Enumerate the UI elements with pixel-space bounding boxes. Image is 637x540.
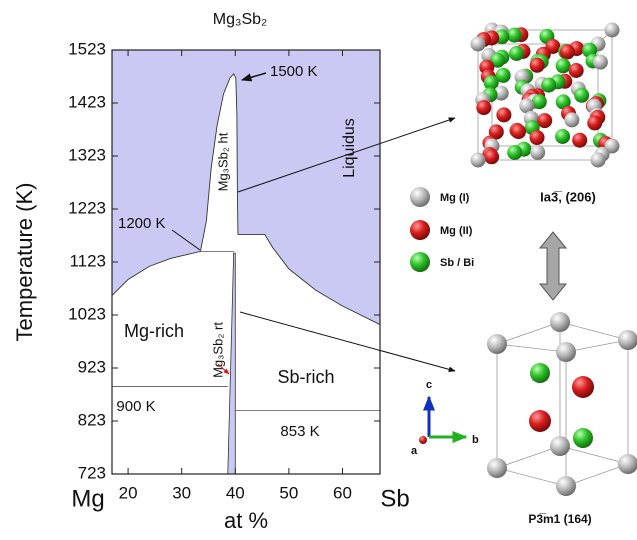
cubic-structure xyxy=(470,22,620,168)
x-tick-label: 40 xyxy=(226,483,245,502)
y-tick-label: 1223 xyxy=(68,198,106,217)
atom xyxy=(531,94,547,110)
space-group-label: Ia3̅, (206) xyxy=(540,189,596,204)
transition-arrow xyxy=(538,231,568,301)
y-tick-label: 1323 xyxy=(68,145,106,164)
atom xyxy=(604,138,620,154)
atom xyxy=(476,100,492,116)
trigonal-structure xyxy=(487,312,637,496)
x-tick-label: 20 xyxy=(119,483,138,502)
y-tick-label: 923 xyxy=(78,357,106,376)
annotation: Mg₃Sb₂ rt xyxy=(210,322,225,378)
x-tick-label: 50 xyxy=(279,483,298,502)
phase-diagram: 723 823 923 1023 1123 1223 1323 1423 1523 20 30 40 5… xyxy=(12,11,410,533)
atom xyxy=(506,27,522,43)
atom xyxy=(604,22,620,38)
atom xyxy=(568,63,584,78)
legend-label: Mg (I) xyxy=(440,192,470,204)
x-axis-label: at % xyxy=(224,508,268,533)
atom xyxy=(592,54,608,70)
annotation: Mg₃Sb₂ ht xyxy=(215,132,230,191)
atom xyxy=(496,107,512,123)
axis-end-label: Sb xyxy=(380,485,409,512)
annotation: 900 K xyxy=(116,398,155,415)
atom xyxy=(574,87,590,103)
annotation-arrow xyxy=(240,72,267,82)
pointer-arrow xyxy=(239,311,456,373)
atom xyxy=(488,124,504,140)
annotation: 853 K xyxy=(280,423,319,440)
atom xyxy=(555,58,571,74)
x-tick-label: 60 xyxy=(333,483,352,502)
atom xyxy=(555,129,571,144)
atom xyxy=(529,130,545,146)
atom xyxy=(509,46,524,61)
axis-end-label: Mg xyxy=(71,485,104,512)
liquid-region xyxy=(112,50,380,325)
y-tick-label: 1023 xyxy=(68,304,106,323)
legend-swatch xyxy=(410,252,430,272)
atom xyxy=(495,67,511,83)
legend-swatch xyxy=(410,220,430,240)
legend-label: Mg (II) xyxy=(440,225,473,237)
liquidus-line xyxy=(111,73,381,325)
y-axis-label: Temperature (K) xyxy=(12,183,37,342)
atom xyxy=(590,152,606,168)
atom xyxy=(555,94,571,110)
annotation: Mg-rich xyxy=(124,321,184,341)
atom xyxy=(519,98,535,114)
axis-label: a xyxy=(411,445,418,457)
annotation: 1200 K xyxy=(118,215,166,232)
atom xyxy=(484,149,500,165)
legend-swatch xyxy=(410,187,430,207)
atom xyxy=(511,124,526,140)
annotation: Sb-rich xyxy=(277,367,334,387)
pointer-arrow xyxy=(237,117,456,193)
annotation: 1500 K xyxy=(270,63,318,80)
y-tick-label: 723 xyxy=(78,463,106,482)
atom xyxy=(559,44,575,60)
atom xyxy=(493,85,509,101)
annotation-arrow xyxy=(171,229,201,251)
atom xyxy=(470,36,486,52)
y-tick-label: 1123 xyxy=(69,251,106,270)
atom xyxy=(541,77,557,93)
axis-label: c xyxy=(426,379,432,391)
rt-region xyxy=(227,252,236,475)
atom xyxy=(530,144,546,160)
atom xyxy=(572,132,588,148)
legend-label: Sb / Bi xyxy=(440,257,474,269)
axis-label: b xyxy=(472,434,479,446)
y-tick-label: 1423 xyxy=(68,92,106,111)
atom xyxy=(470,152,486,168)
y-tick-label: 1523 xyxy=(68,39,106,58)
axis-a xyxy=(419,436,427,444)
atom xyxy=(483,75,499,91)
annotation: Liquidus xyxy=(341,118,358,178)
atom xyxy=(537,113,553,129)
y-tick-label: 823 xyxy=(78,410,106,429)
chart-title: Mg₃Sb₂ xyxy=(213,11,268,28)
space-group-label: P3̅m1 (164) xyxy=(528,512,591,526)
annotation-arrow xyxy=(217,363,230,375)
atom xyxy=(587,115,603,131)
atom xyxy=(490,52,506,68)
atom xyxy=(564,112,580,128)
atom xyxy=(529,57,545,73)
x-tick-label: 30 xyxy=(172,483,191,502)
atom xyxy=(507,145,523,160)
